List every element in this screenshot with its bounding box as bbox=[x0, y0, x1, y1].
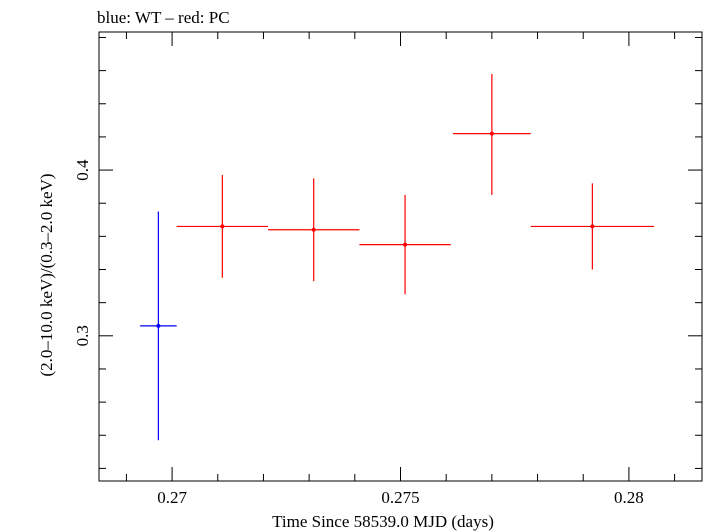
data-point bbox=[220, 224, 225, 229]
data-point bbox=[311, 227, 316, 232]
data-point bbox=[156, 323, 161, 328]
data-point bbox=[489, 131, 494, 136]
x-axis-label: Time Since 58539.0 MJD (days) bbox=[272, 512, 494, 531]
y-tick-label: 0.3 bbox=[73, 325, 92, 346]
data-marks bbox=[140, 73, 655, 441]
x-tick-label: 0.27 bbox=[157, 488, 187, 507]
x-tick-label: 0.28 bbox=[614, 488, 644, 507]
x-tick-label: 0.275 bbox=[381, 488, 419, 507]
y-axis-label: (2.0–10.0 keV)/(0.3–2.0 keV) bbox=[37, 173, 56, 376]
data-point bbox=[403, 242, 408, 247]
chart-title: blue: WT – red: PC bbox=[97, 8, 230, 27]
y-tick-label: 0.4 bbox=[73, 159, 92, 181]
plot-frame bbox=[98, 31, 703, 482]
axis-tick-labels: 0.27 0.275 0.28 0.3 0.4 bbox=[73, 159, 644, 507]
axis-ticks bbox=[99, 32, 702, 481]
data-point bbox=[590, 224, 595, 229]
